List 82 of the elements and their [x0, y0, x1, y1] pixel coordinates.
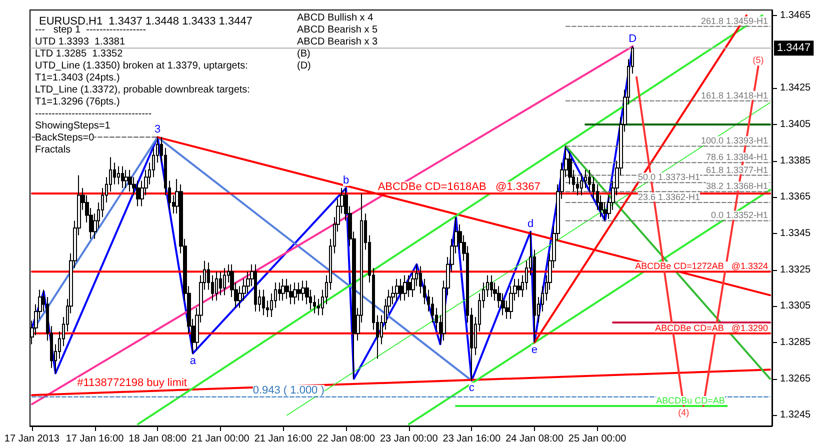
annotation: T1=1.3403 (24pts.)	[35, 72, 120, 84]
annotation: #1138772198 buy limit	[77, 377, 187, 390]
candlestick	[281, 278, 285, 302]
x-tick-label: 21 Jan 00:00	[191, 434, 250, 444]
candlestick	[254, 264, 257, 312]
series-label: ABCDBu CD=AB	[656, 396, 725, 406]
annotation: ShowingSteps=1	[35, 120, 111, 132]
annotation: --- step 1 ------------------	[35, 24, 146, 36]
candlestick	[117, 166, 120, 185]
annotation: ABCD Bullish x 4	[297, 12, 374, 24]
y-tick-label: 1.3285	[780, 336, 812, 348]
annotation: LTD_Line (1.3372), probable downbreak targets:	[35, 84, 250, 96]
candlestick	[301, 280, 305, 302]
annotation: ABCD Bearish x 3	[297, 36, 378, 48]
annotation: (D)	[297, 60, 311, 72]
candlestick	[407, 274, 411, 298]
annotation: a	[190, 354, 197, 367]
annotation: UTD_Line (1.3350) broken at 1.3379, uptargets:	[35, 60, 248, 72]
series-label: 61.8 1.3377-H1	[706, 164, 768, 175]
x-tick-label: 17 Jan 16:00	[66, 434, 124, 444]
candlestick	[293, 282, 297, 305]
y-tick-label: 1.3425	[780, 82, 812, 94]
series-label: 261.8 1.3459-H1	[700, 16, 768, 26]
annotation: (B)	[297, 48, 310, 60]
series-label: 0.0 1.3352-H1	[710, 210, 768, 220]
series-label: 50.0 1.3373-H1	[638, 172, 700, 182]
annotation: e	[531, 344, 538, 356]
x-tick-label: 24 Jan 08:00	[506, 434, 564, 444]
annotation: D	[628, 32, 637, 45]
annotation: -----------------------------------	[35, 108, 152, 120]
y-tick-label: 1.3305	[780, 300, 812, 312]
series-label: ABCDBe CD=AB @1.3290	[655, 322, 768, 333]
series-label: 38.2 1.3368-H1	[706, 181, 768, 192]
x-tick-label: 18 Jan 08:00	[128, 434, 187, 444]
annotation: T1=1.3296 (76pts.)	[35, 96, 120, 108]
y-tick-label: 1.3385	[780, 155, 812, 166]
ref-line-label: 1.3447	[777, 42, 811, 54]
candlestick	[403, 274, 407, 302]
x-tick-label: 23 Jan 00:00	[380, 434, 438, 444]
series-label: 161.8 1.3418-H1	[700, 90, 768, 100]
series-label: (4)	[678, 408, 690, 418]
candlestick	[517, 278, 521, 298]
series-label: 23.6 1.3362-H1	[638, 192, 700, 202]
annotation: d	[527, 218, 534, 230]
candlestick	[128, 169, 132, 192]
annotation: ABCD Bearish x 5	[297, 24, 378, 36]
annotation: c	[468, 382, 475, 394]
candlestick	[124, 169, 128, 189]
annotation: 0.943 ( 1.000 )	[252, 384, 324, 396]
y-tick-label: 1.3265	[780, 373, 812, 384]
annotation: LTD 1.3285 1.3352	[35, 48, 124, 60]
annotation: UTD 1.3393 1.3381	[35, 36, 126, 48]
annotation: Fractals	[35, 144, 71, 156]
candlestick	[395, 278, 399, 302]
series-label: ABCDBe CD=1272AB @1.3324	[635, 261, 768, 272]
candlestick	[121, 166, 124, 189]
annotation: ABCDBe CD=1618AB @1.3367	[378, 180, 540, 193]
candlestick	[297, 282, 301, 302]
x-tick-label: 23 Jan 16:00	[442, 434, 502, 444]
x-tick-label: 21 Jan 16:00	[254, 434, 313, 444]
candlestick	[136, 180, 140, 207]
annotation: b	[342, 174, 350, 187]
candlestick	[215, 271, 218, 302]
candlestick	[223, 267, 226, 296]
candlestick	[490, 274, 493, 298]
series-label: 78.6 1.3384-H1	[706, 152, 768, 162]
series-label: (5)	[752, 54, 764, 65]
y-tick-label: 1.3465	[780, 10, 812, 21]
y-tick-label: 1.3365	[780, 192, 812, 203]
series-label: 100.0 1.3393-H1	[700, 136, 768, 146]
candlestick	[399, 278, 403, 302]
y-tick-label: 1.3245	[780, 410, 812, 421]
y-tick-label: 1.3325	[780, 264, 812, 276]
y-tick-label: 1.3345	[780, 228, 812, 239]
x-tick-label: 22 Jan 08:00	[317, 434, 376, 444]
annotation: 3	[154, 124, 161, 136]
annotation: BackSteps=0	[35, 132, 95, 144]
y-tick-label: 1.3405	[780, 118, 812, 130]
x-tick-label: 17 Jan 2013	[4, 434, 60, 444]
candlestick	[580, 172, 583, 196]
x-tick-label: 25 Jan 00:00	[568, 434, 627, 444]
candlestick	[262, 289, 265, 316]
